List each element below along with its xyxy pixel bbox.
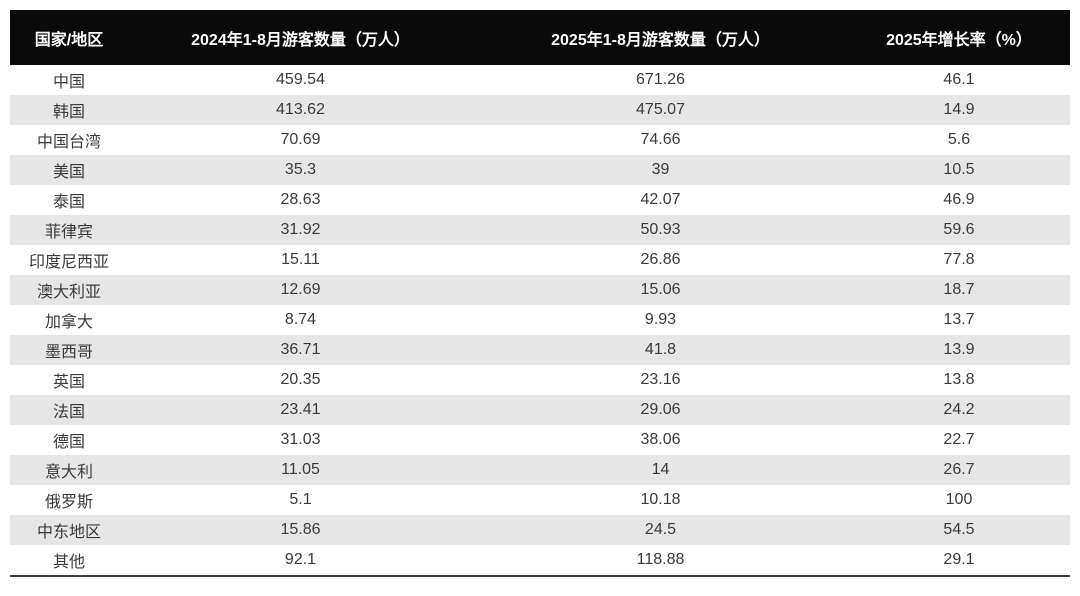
country-cell: 韩国 xyxy=(52,104,85,121)
visitors-2024-cell: 92.1 xyxy=(284,551,317,568)
visitors-2025-cell: 39 xyxy=(651,161,670,178)
visitors-2024-cell: 5.1 xyxy=(289,491,312,508)
visitors-2024-cell: 20.35 xyxy=(280,371,321,388)
visitors-2024-cell: 15.86 xyxy=(280,521,321,538)
visitors-2024-cell: 36.71 xyxy=(280,341,321,358)
growth-rate-cell: 13.8 xyxy=(943,371,975,388)
table-row: 墨西哥 36.71 41.8 13.9 xyxy=(10,335,1070,365)
visitors-2024-cell: 12.69 xyxy=(280,281,321,298)
table-row: 法国 23.41 29.06 24.2 xyxy=(10,395,1070,425)
country-cell: 德国 xyxy=(52,434,85,451)
visitors-2025-cell: 38.06 xyxy=(640,431,681,448)
country-cell: 澳大利亚 xyxy=(36,284,101,301)
growth-rate-cell: 5.6 xyxy=(947,131,971,148)
visitors-2025-cell: 15.06 xyxy=(640,281,681,298)
growth-rate-cell: 10.5 xyxy=(943,161,975,178)
table-row: 中东地区 15.86 24.5 54.5 xyxy=(10,515,1070,545)
growth-rate-cell: 22.7 xyxy=(943,431,975,448)
visitors-2024-cell: 8.74 xyxy=(284,311,317,328)
visitors-2024-cell: 23.41 xyxy=(280,401,321,418)
growth-rate-cell: 18.7 xyxy=(943,281,975,298)
column-header-growth-rate: 2025年增长率（%） xyxy=(848,10,1070,65)
visitors-2024-cell: 70.69 xyxy=(280,131,321,148)
visitors-2024-cell: 31.92 xyxy=(280,221,321,238)
growth-rate-cell: 14.9 xyxy=(943,101,975,118)
table-row: 韩国 413.62 475.07 14.9 xyxy=(10,95,1070,125)
column-header-country: 国家/地区 xyxy=(10,10,128,65)
table-row: 德国 31.03 38.06 22.7 xyxy=(10,425,1070,455)
country-cell: 印度尼西亚 xyxy=(28,254,109,271)
growth-rate-cell: 13.7 xyxy=(943,311,975,328)
visitors-2025-cell: 118.88 xyxy=(636,551,685,568)
visitors-2025-cell: 24.5 xyxy=(644,521,677,538)
growth-rate-cell: 26.7 xyxy=(943,461,975,478)
table-header: 国家/地区 2024年1-8月游客数量（万人） 2025年1-8月游客数量（万人… xyxy=(10,10,1070,65)
table-row: 意大利 11.05 14 26.7 xyxy=(10,455,1070,485)
growth-rate-cell: 29.1 xyxy=(943,551,975,568)
table-row: 美国 35.3 39 10.5 xyxy=(10,155,1070,185)
country-cell: 泰国 xyxy=(52,194,85,211)
table-row: 加拿大 8.74 9.93 13.7 xyxy=(10,305,1070,335)
visitor-statistics-table: 国家/地区 2024年1-8月游客数量（万人） 2025年1-8月游客数量（万人… xyxy=(10,10,1070,577)
country-cell: 其他 xyxy=(52,554,85,571)
visitors-2024-cell: 11.05 xyxy=(281,461,320,478)
country-cell: 俄罗斯 xyxy=(44,494,93,511)
growth-rate-cell: 54.5 xyxy=(943,521,975,538)
visitors-2024-cell: 28.63 xyxy=(280,191,321,208)
country-cell: 菲律宾 xyxy=(44,224,93,241)
visitors-2025-cell: 475.07 xyxy=(636,101,685,118)
visitors-2025-cell: 41.8 xyxy=(644,341,677,358)
country-cell: 英国 xyxy=(52,374,85,391)
table-body: 中国 459.54 671.26 46.1 韩国 413.62 475.07 14.9 中国台湾… xyxy=(10,65,1070,576)
table-row: 印度尼西亚 15.11 26.86 77.8 xyxy=(10,245,1070,275)
growth-rate-cell: 46.9 xyxy=(943,191,975,208)
visitors-2025-cell: 42.07 xyxy=(640,191,681,208)
country-cell: 墨西哥 xyxy=(44,344,93,361)
growth-rate-cell: 13.9 xyxy=(943,341,975,358)
growth-rate-cell: 77.8 xyxy=(943,251,975,268)
visitors-2024-cell: 31.03 xyxy=(280,431,321,448)
visitors-2025-cell: 14 xyxy=(651,461,670,478)
country-cell: 加拿大 xyxy=(44,314,93,331)
growth-rate-cell: 59.6 xyxy=(943,221,975,238)
growth-rate-cell: 24.2 xyxy=(943,401,975,418)
country-cell: 中东地区 xyxy=(36,524,101,541)
column-header-visitors-2024: 2024年1-8月游客数量（万人） xyxy=(128,10,473,65)
table-row: 中国 459.54 671.26 46.1 xyxy=(10,65,1070,95)
visitors-2025-cell: 29.06 xyxy=(640,401,681,418)
visitors-2024-cell: 35.3 xyxy=(284,161,317,178)
visitors-2025-cell: 9.93 xyxy=(644,311,677,328)
table-row: 泰国 28.63 42.07 46.9 xyxy=(10,185,1070,215)
country-cell: 中国台湾 xyxy=(36,134,101,151)
column-header-visitors-2025: 2025年1-8月游客数量（万人） xyxy=(473,10,848,65)
growth-rate-cell: 100 xyxy=(945,491,973,508)
visitors-2024-cell: 15.11 xyxy=(281,251,320,268)
visitors-2024-cell: 459.54 xyxy=(276,71,325,88)
visitors-2025-cell: 671.26 xyxy=(636,71,685,88)
visitors-2025-cell: 26.86 xyxy=(640,251,681,268)
table-row: 其他 92.1 118.88 29.1 xyxy=(10,545,1070,576)
visitors-2025-cell: 10.18 xyxy=(640,491,681,508)
country-cell: 美国 xyxy=(52,164,85,181)
visitors-2025-cell: 23.16 xyxy=(640,371,681,388)
table-row: 菲律宾 31.92 50.93 59.6 xyxy=(10,215,1070,245)
country-cell: 中国 xyxy=(52,74,85,91)
country-cell: 法国 xyxy=(52,404,85,421)
visitors-2025-cell: 74.66 xyxy=(640,131,681,148)
visitors-2024-cell: 413.62 xyxy=(276,101,325,118)
table-row: 澳大利亚 12.69 15.06 18.7 xyxy=(10,275,1070,305)
table-row: 英国 20.35 23.16 13.8 xyxy=(10,365,1070,395)
table-row: 俄罗斯 5.1 10.18 100 xyxy=(10,485,1070,515)
table-header-row: 国家/地区 2024年1-8月游客数量（万人） 2025年1-8月游客数量（万人… xyxy=(10,10,1070,65)
visitor-statistics-table-container: 国家/地区 2024年1-8月游客数量（万人） 2025年1-8月游客数量（万人… xyxy=(10,10,1070,577)
country-cell: 意大利 xyxy=(44,464,93,481)
table-row: 中国台湾 70.69 74.66 5.6 xyxy=(10,125,1070,155)
visitors-2025-cell: 50.93 xyxy=(640,221,681,238)
growth-rate-cell: 46.1 xyxy=(943,71,975,88)
